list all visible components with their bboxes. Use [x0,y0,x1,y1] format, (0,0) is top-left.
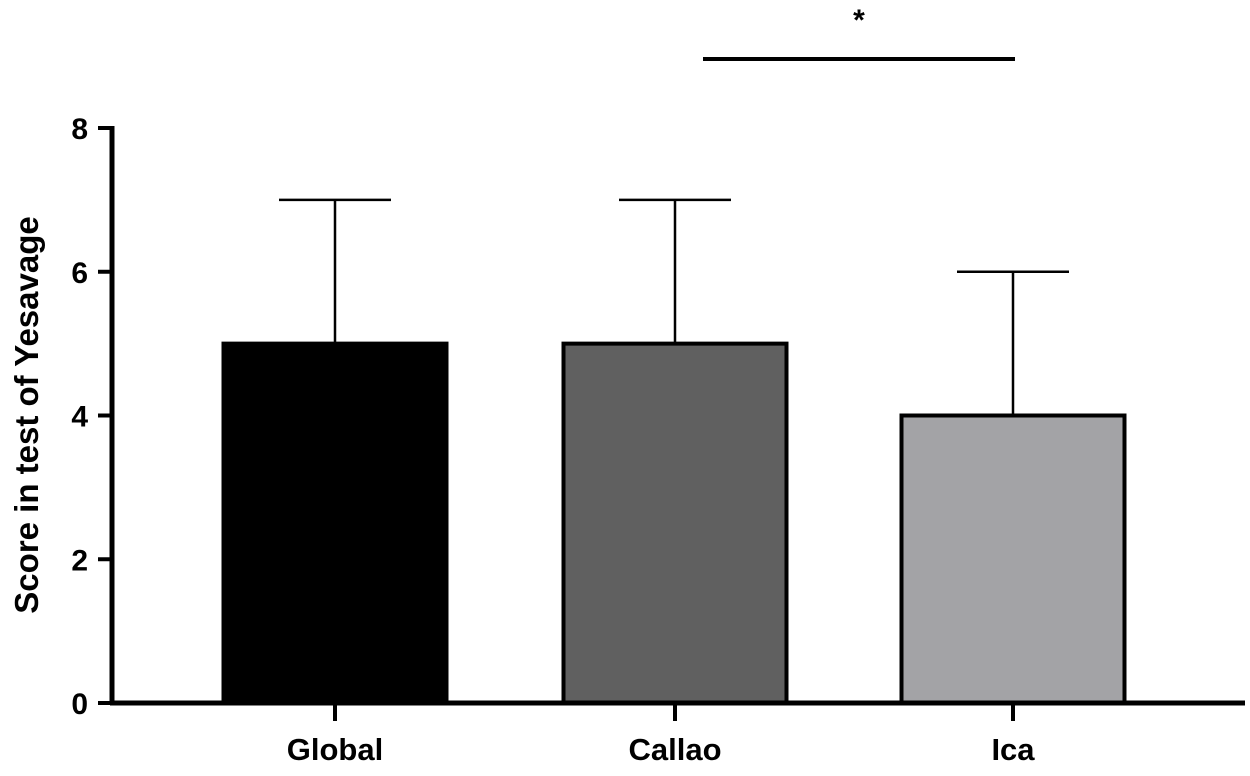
y-tick-label-0: 0 [71,688,88,721]
y-tick-label-4: 4 [71,401,88,434]
bar-ica [899,413,1127,705]
labels-layer: 0 2 4 6 8 Global Callao Ica [71,113,1035,767]
error-bars-layer [279,198,1069,416]
significance-layer: * [703,4,1015,61]
bar-global [221,341,449,705]
y-tick-label-8: 8 [71,113,88,146]
bar-callao [561,341,789,705]
bars-layer [221,341,1127,705]
y-tick-label-6: 6 [71,257,88,290]
x-tick-label-global: Global [287,732,383,767]
x-tick-label-callao: Callao [628,732,721,767]
y-tick-label-2: 2 [71,544,88,577]
x-tick-label-ica: Ica [991,732,1035,767]
y-axis-title: Score in test of Yesavage [8,216,45,613]
significance-label: * [853,4,865,37]
axes-layer [98,126,1245,721]
